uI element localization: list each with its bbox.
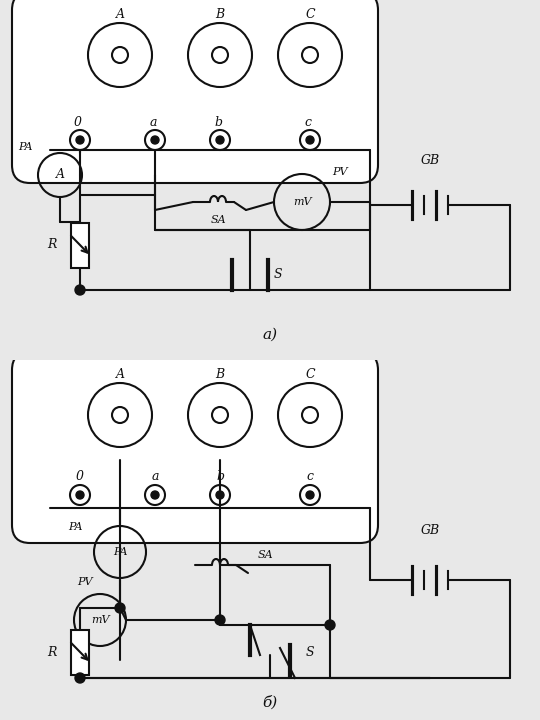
- Text: c: c: [305, 115, 312, 128]
- Circle shape: [115, 603, 125, 613]
- FancyBboxPatch shape: [12, 352, 378, 543]
- Text: R: R: [48, 238, 57, 251]
- Text: A: A: [56, 168, 64, 181]
- Bar: [71, 629, 89, 675]
- Text: R: R: [48, 646, 57, 659]
- Text: S: S: [274, 269, 282, 282]
- Circle shape: [151, 491, 159, 499]
- Text: б): б): [262, 695, 278, 709]
- Text: A: A: [116, 9, 125, 22]
- Circle shape: [306, 491, 314, 499]
- Circle shape: [75, 673, 85, 683]
- Text: GB: GB: [421, 153, 440, 166]
- Circle shape: [215, 615, 225, 625]
- FancyBboxPatch shape: [12, 0, 378, 183]
- Text: PV: PV: [77, 577, 93, 587]
- Text: GB: GB: [421, 523, 440, 536]
- Text: a): a): [262, 328, 278, 342]
- Circle shape: [76, 136, 84, 144]
- Text: SA: SA: [257, 550, 273, 560]
- Text: mV: mV: [293, 197, 311, 207]
- Circle shape: [76, 491, 84, 499]
- Text: a: a: [151, 470, 159, 484]
- Text: PA: PA: [113, 547, 127, 557]
- Circle shape: [306, 136, 314, 144]
- Circle shape: [151, 136, 159, 144]
- Circle shape: [325, 620, 335, 630]
- Text: C: C: [305, 369, 315, 382]
- Text: 0: 0: [74, 115, 82, 128]
- Text: C: C: [305, 9, 315, 22]
- Text: b: b: [216, 470, 224, 484]
- Circle shape: [216, 491, 224, 499]
- Text: 0: 0: [76, 470, 84, 484]
- Text: mV: mV: [91, 615, 109, 625]
- Text: c: c: [307, 470, 314, 484]
- Text: b: b: [214, 115, 222, 128]
- Text: B: B: [215, 9, 225, 22]
- Bar: [71, 222, 89, 268]
- Circle shape: [75, 285, 85, 295]
- Text: a: a: [149, 115, 157, 128]
- Circle shape: [216, 136, 224, 144]
- Text: PA: PA: [18, 142, 32, 152]
- Text: S: S: [306, 646, 314, 659]
- Text: PA: PA: [68, 522, 82, 532]
- Text: PV: PV: [332, 167, 348, 177]
- Text: A: A: [116, 369, 125, 382]
- Text: B: B: [215, 369, 225, 382]
- Text: SA: SA: [210, 215, 226, 225]
